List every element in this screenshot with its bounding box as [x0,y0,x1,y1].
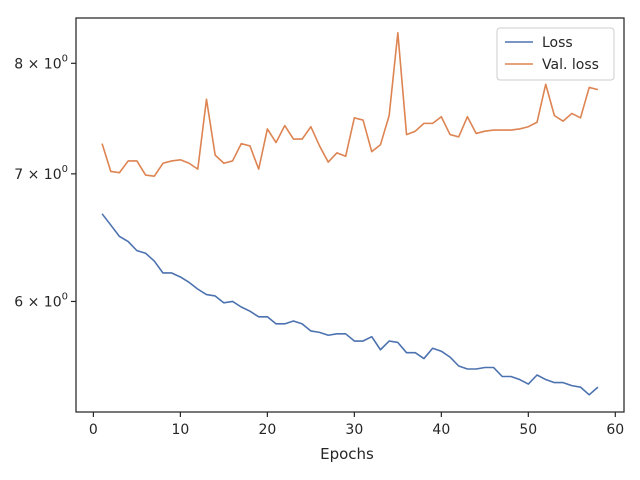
x-axis-ticks: 0 10 20 30 40 50 60 [89,412,624,438]
legend: Loss Val. loss [496,27,615,81]
legend-label: Val. loss [542,57,599,73]
legend-box [496,27,615,81]
y-tick-label: 7 × 100 [14,164,68,183]
x-axis-title: Epochs [320,445,374,463]
x-tick-label: 30 [345,422,363,438]
axes-border [75,17,625,413]
y-axis-ticks: 6 × 100 7 × 100 8 × 100 [14,53,76,310]
x-tick-label: 40 [432,422,450,438]
y-tick-label: 6 × 100 [14,291,68,310]
axes-frame [75,17,625,413]
y-tick-label: 8 × 100 [14,53,68,72]
x-tick-label: 10 [171,422,189,438]
x-tick-label: 0 [89,422,98,438]
series-line-0 [101,213,599,396]
x-tick-label: 50 [519,422,537,438]
series-line-1 [101,32,599,178]
plot-lines [101,32,599,396]
x-tick-label: 60 [606,422,624,438]
legend-label: Loss [542,35,573,51]
x-tick-label: 20 [258,422,276,438]
